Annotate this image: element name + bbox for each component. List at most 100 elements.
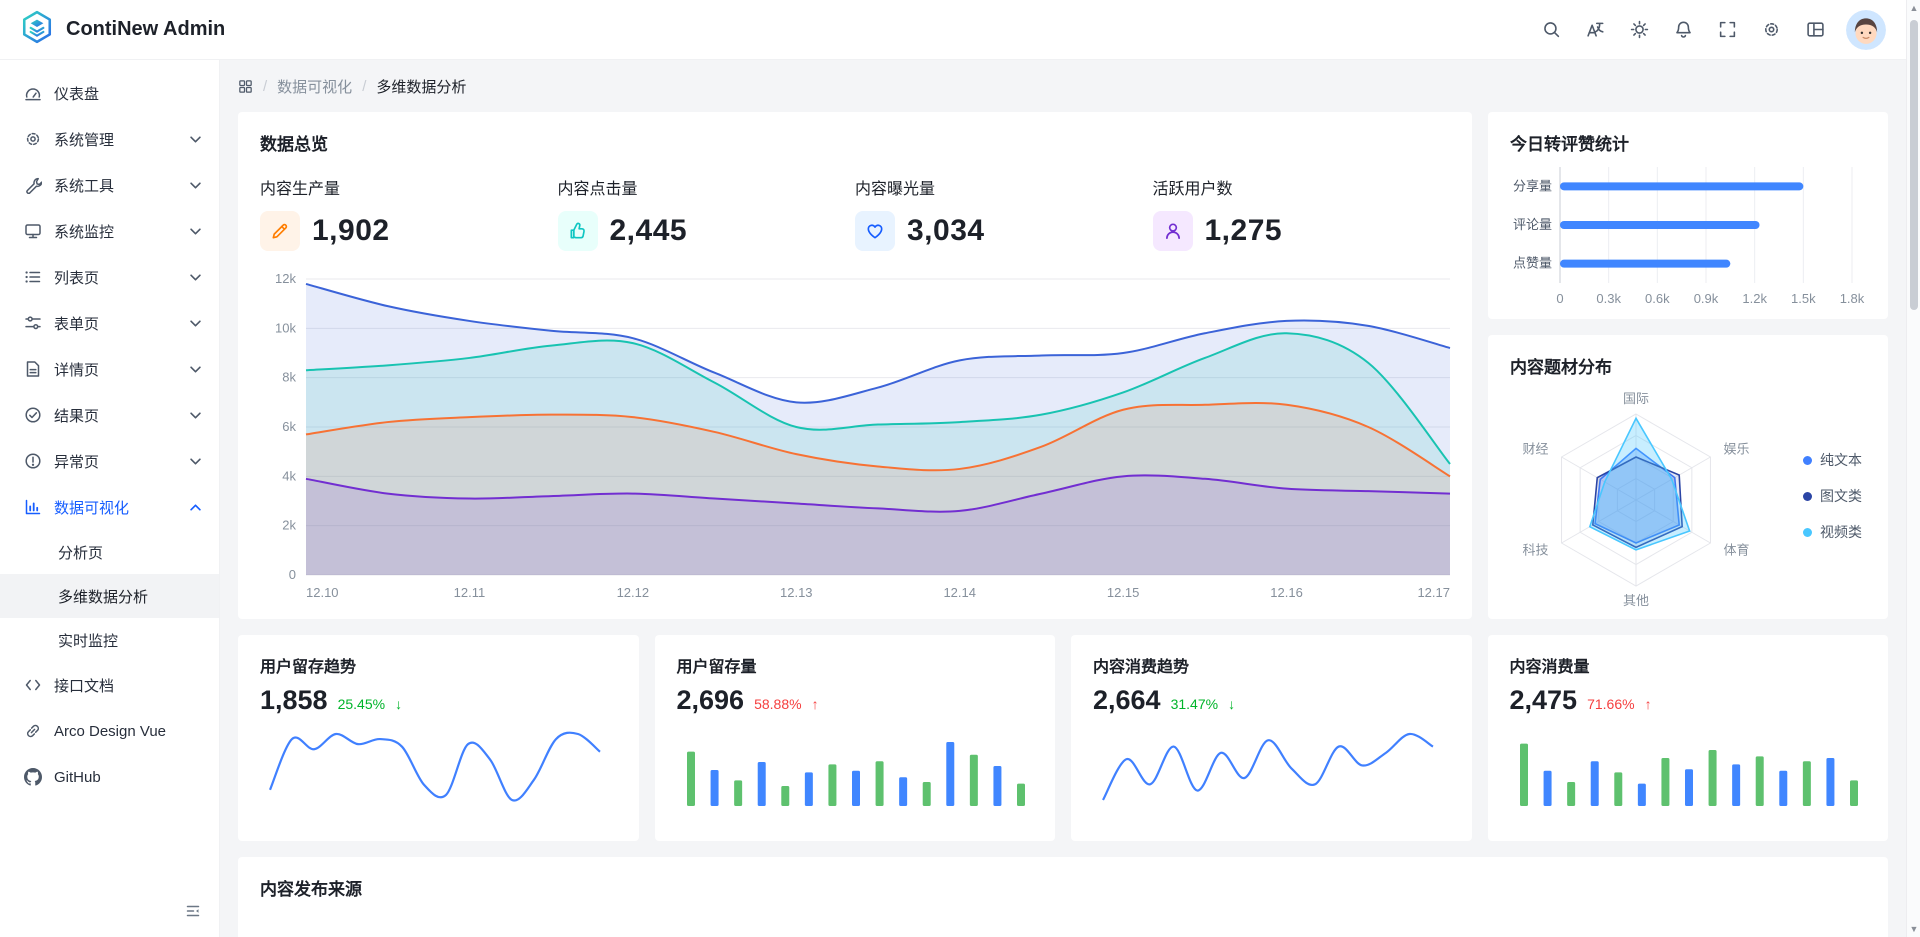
stat-value: 1,275 xyxy=(1204,214,1283,247)
trend-up-icon: ↑ xyxy=(1644,696,1652,712)
scroll-up-icon[interactable]: ▲ xyxy=(1909,3,1919,13)
chevron-down-icon xyxy=(190,365,201,373)
sidebar-item-8[interactable]: 异常页 xyxy=(0,438,219,484)
legend-dot xyxy=(1803,527,1812,537)
card-title: 用户留存量 xyxy=(676,659,757,676)
thumb-up-icon xyxy=(570,222,585,239)
card-title: 内容发布来源 xyxy=(260,880,362,899)
right-column: 今日转评赞统计 0 0.3k 0.6k 0.9k 1.2k 1.5k 1.8k 分享量 评论量点… xyxy=(1488,112,1888,619)
edit-icon xyxy=(272,223,288,239)
stat-value: 3,034 xyxy=(907,214,985,247)
legend-item[interactable]: 纯文本 xyxy=(1803,450,1862,470)
list-icon xyxy=(25,271,41,283)
consumption-volume-chart xyxy=(1519,743,1858,806)
svg-text:0.6k: 0.6k xyxy=(1645,291,1670,306)
sidebar-item-6[interactable]: 详情页 xyxy=(0,346,219,392)
legend-item[interactable]: 图文类 xyxy=(1803,486,1862,506)
svg-text:0: 0 xyxy=(1556,291,1563,306)
translate-button[interactable] xyxy=(1576,11,1614,49)
sidebar-item-5[interactable]: 表单页 xyxy=(0,300,219,346)
menu-chart-icon xyxy=(24,498,42,516)
consumption-trend-chart xyxy=(1102,732,1434,801)
collapse-sidebar-button[interactable] xyxy=(179,897,207,925)
sidebar-subitem-label: 多维数据分析 xyxy=(58,588,149,606)
stat-label: 活跃用户数 xyxy=(1152,181,1233,198)
sidebar-item-label: 异常页 xyxy=(54,453,100,471)
notifications-button[interactable] xyxy=(1664,11,1702,49)
stat-value: 1,902 xyxy=(312,214,390,247)
search-button[interactable] xyxy=(1532,11,1570,49)
theme-icon xyxy=(1630,20,1648,39)
svg-text:12.14: 12.14 xyxy=(943,585,976,600)
exception-icon xyxy=(25,453,41,469)
metric-delta: 31.47% xyxy=(1170,696,1219,712)
svg-text:财经: 财经 xyxy=(1523,442,1549,457)
header-icon-group xyxy=(1532,11,1834,49)
sidebar-item-2[interactable]: 系统工具 xyxy=(0,162,219,208)
theme-button[interactable] xyxy=(1620,11,1658,49)
card-title: 内容消费趋势 xyxy=(1093,659,1190,676)
metric-card-1: 用户留存量 2,696 58.88% ↑ xyxy=(654,635,1055,841)
breadcrumb-home[interactable] xyxy=(238,79,253,94)
sidebar-subitem-9-0[interactable]: 分析页 xyxy=(0,530,219,574)
svg-text:其他: 其他 xyxy=(1623,593,1649,608)
chevron-down-icon xyxy=(190,273,201,281)
fullscreen-button[interactable] xyxy=(1708,11,1746,49)
svg-text:6k: 6k xyxy=(282,419,296,434)
sidebar: 仪表盘 系统管理 系统工具 系统监控 列表页 表单页 详情页 结果页异常页数据可视化 分析页多维… xyxy=(0,60,220,937)
publish-source-card: 内容发布来源 xyxy=(238,857,1888,937)
svg-text:国际: 国际 xyxy=(1623,391,1649,406)
sidebar-item-1[interactable]: 系统管理 xyxy=(0,116,219,162)
menu-result-icon xyxy=(24,406,42,424)
chevron-down-icon xyxy=(190,272,201,283)
svg-text:12k: 12k xyxy=(275,271,296,286)
sidebar-item-label: GitHub xyxy=(54,768,101,786)
settings-button[interactable] xyxy=(1752,11,1790,49)
menu-monitor-icon xyxy=(24,222,42,240)
page-scrollbar[interactable]: ▲ ▼ xyxy=(1906,0,1920,937)
layout-button[interactable] xyxy=(1796,11,1834,49)
card-title: 内容题材分布 xyxy=(1510,358,1612,377)
stat-item-2: 内容曝光量 3,034 xyxy=(855,175,1153,251)
legend-label: 视频类 xyxy=(1820,524,1862,540)
metric-card-3: 内容消费量 2,475 71.66% ↑ xyxy=(1487,635,1888,841)
sidebar-item-0[interactable]: 仪表盘 xyxy=(0,70,219,116)
sidebar-item-9[interactable]: 数据可视化 xyxy=(0,484,219,530)
stat-item-0: 内容生产量 1,902 xyxy=(260,175,558,251)
metric-value: 2,696 xyxy=(676,685,745,715)
svg-text:10k: 10k xyxy=(275,320,296,335)
legend-label: 纯文本 xyxy=(1820,452,1862,468)
svg-text:科技: 科技 xyxy=(1523,543,1549,558)
sidebar-item-12[interactable]: GitHub xyxy=(0,754,219,800)
stats-row: 内容生产量 1,902 内容点击量 2,445 内容曝光量 3,034 活跃用户数 1,275 xyxy=(260,175,1450,251)
chevron-up-icon xyxy=(190,503,201,511)
stat-label: 内容生产量 xyxy=(260,181,341,198)
menu-api-icon xyxy=(24,676,42,694)
gear-icon xyxy=(26,132,40,146)
menu-form-icon xyxy=(24,314,42,332)
scrollbar-thumb[interactable] xyxy=(1910,20,1918,310)
user-avatar[interactable] xyxy=(1846,9,1886,50)
sidebar-item-7[interactable]: 结果页 xyxy=(0,392,219,438)
sidebar-item-3[interactable]: 系统监控 xyxy=(0,208,219,254)
svg-text:体育: 体育 xyxy=(1723,543,1749,558)
sidebar-item-10[interactable]: 接口文档 xyxy=(0,662,219,708)
svg-text:12.13: 12.13 xyxy=(780,585,813,600)
metric-value: 2,475 xyxy=(1509,685,1578,715)
detail-icon xyxy=(26,361,40,377)
brand[interactable]: ContiNew Admin xyxy=(20,10,225,49)
breadcrumb-item[interactable]: 数据可视化 xyxy=(277,78,353,96)
scroll-down-icon[interactable]: ▼ xyxy=(1909,924,1919,934)
menu-fold-icon xyxy=(186,905,200,917)
sidebar-subitem-9-2[interactable]: 实时监控 xyxy=(0,618,219,662)
user-icon xyxy=(1165,223,1180,240)
sidebar-item-4[interactable]: 列表页 xyxy=(0,254,219,300)
menu-list-icon xyxy=(24,268,42,286)
sidebar-subitem-9-1[interactable]: 多维数据分析 xyxy=(0,574,219,618)
chevron-down-icon xyxy=(190,456,201,467)
legend-item[interactable]: 视频类 xyxy=(1803,522,1862,542)
sidebar-item-11[interactable]: Arco Design Vue xyxy=(0,708,219,754)
card-title: 用户留存趋势 xyxy=(260,659,357,676)
svg-text:娱乐: 娱乐 xyxy=(1723,442,1749,457)
